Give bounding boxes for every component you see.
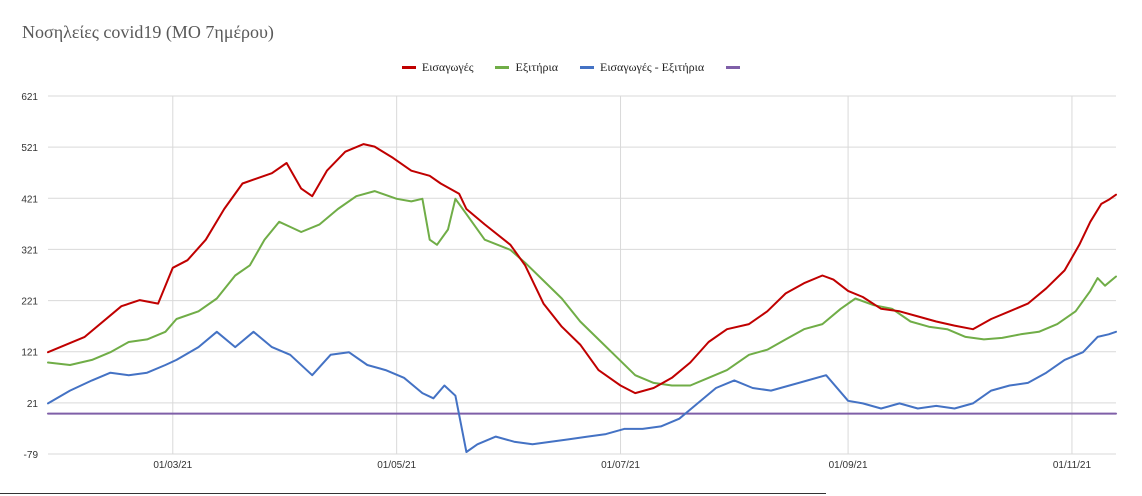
x-tick-label: 01/09/21 <box>829 460 868 471</box>
y-tick-label: 21 <box>27 399 39 410</box>
x-tick-label: 01/07/21 <box>601 460 640 471</box>
y-tick-label: -79 <box>24 450 39 461</box>
x-tick-label: 01/11/21 <box>1053 460 1092 471</box>
legend-swatch-discharges <box>495 66 510 69</box>
legend: Εισαγωγές Εξιτήρια Εισαγωγές - Εξιτήρια <box>0 60 1142 75</box>
legend-item-admissions: Εισαγωγές <box>401 60 474 75</box>
series-line-difference <box>47 330 1117 453</box>
y-tick-label: 521 <box>21 143 38 154</box>
legend-swatch-difference <box>580 66 594 69</box>
chart-title: Νοσηλείες covid19 (ΜΟ 7ημέρου) <box>22 22 274 42</box>
legend-item-zero-line <box>726 60 741 75</box>
legend-label-difference: Εισαγωγές - Εξιτήρια <box>600 60 705 74</box>
bottom-rule <box>0 493 826 494</box>
y-tick-label: 221 <box>21 297 38 308</box>
y-tick-label: 121 <box>21 348 38 359</box>
legend-item-discharges: Εξιτήρια <box>495 60 558 75</box>
legend-swatch-zero-line <box>726 66 741 69</box>
legend-swatch-admissions <box>401 66 416 69</box>
legend-label-admissions: Εισαγωγές <box>421 60 474 74</box>
series-line-discharges <box>47 190 1117 387</box>
x-tick-label: 01/05/21 <box>377 460 416 471</box>
legend-item-difference: Εισαγωγές - Εξιτήρια <box>580 60 704 75</box>
y-tick-label: 321 <box>21 245 38 256</box>
x-tick-label: 01/03/21 <box>153 460 192 471</box>
y-tick-label: 621 <box>21 92 38 103</box>
y-tick-label: 421 <box>21 194 38 205</box>
series-line-admissions <box>47 143 1117 395</box>
legend-label-discharges: Εξιτήρια <box>515 60 558 74</box>
